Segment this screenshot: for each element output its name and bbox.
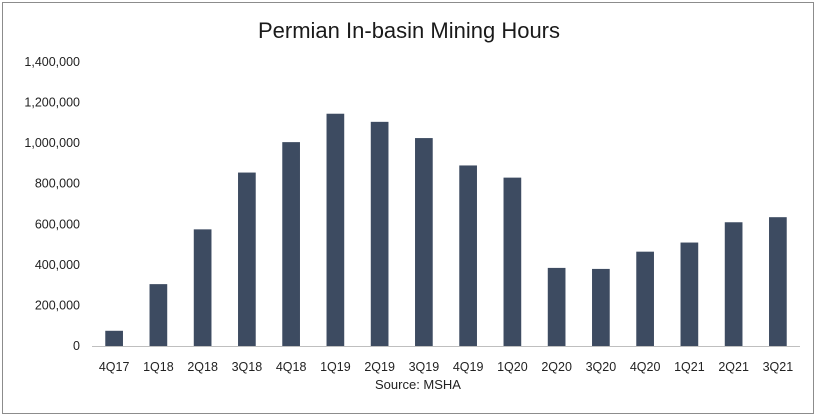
bar-3Q19 bbox=[415, 138, 433, 346]
x-tick-label: 3Q20 bbox=[586, 360, 617, 374]
y-tick-label: 0 bbox=[73, 339, 80, 353]
x-tick-label: 4Q18 bbox=[276, 360, 307, 374]
x-tick-label: 2Q18 bbox=[187, 360, 218, 374]
bar-3Q20 bbox=[592, 268, 610, 346]
x-tick-label: 2Q21 bbox=[718, 360, 749, 374]
bar-4Q19 bbox=[459, 165, 477, 346]
x-tick-label: 4Q17 bbox=[99, 360, 130, 374]
bar-series bbox=[105, 113, 787, 346]
x-tick-label: 1Q18 bbox=[143, 360, 174, 374]
x-tick-label: 3Q19 bbox=[409, 360, 440, 374]
x-tick-label: 4Q19 bbox=[453, 360, 484, 374]
bar-2Q19 bbox=[370, 121, 389, 346]
bar-1Q19 bbox=[326, 113, 345, 346]
bar-2Q20 bbox=[547, 267, 566, 346]
bar-1Q21 bbox=[680, 242, 699, 346]
chart-title: Permian In-basin Mining Hours bbox=[258, 18, 560, 43]
x-tick-label: 3Q18 bbox=[232, 360, 263, 374]
y-tick-label: 1,200,000 bbox=[24, 96, 80, 110]
x-axis: 4Q17 1Q18 2Q18 3Q18 4Q18 1Q19 2Q19 3Q19 4Q19 1Q20… bbox=[99, 360, 793, 374]
x-tick-label: 4Q20 bbox=[630, 360, 661, 374]
y-tick-label: 800,000 bbox=[35, 177, 80, 191]
x-tick-label: 1Q21 bbox=[674, 360, 705, 374]
x-tick-label: 1Q20 bbox=[497, 360, 528, 374]
y-axis: 0 200,000 400,000 600,000 800,000 1,000,000 1,… bbox=[24, 55, 80, 353]
bar-2Q18 bbox=[193, 229, 212, 346]
bar-4Q17 bbox=[105, 330, 123, 346]
bar-3Q21 bbox=[769, 217, 787, 346]
bar-4Q18 bbox=[282, 142, 300, 346]
bar-1Q18 bbox=[149, 284, 168, 346]
y-tick-label: 1,400,000 bbox=[24, 55, 80, 69]
source-label: Source: MSHA bbox=[375, 377, 461, 392]
bar-1Q20 bbox=[503, 177, 522, 346]
chart-frame bbox=[2, 2, 814, 414]
bar-4Q20 bbox=[636, 251, 654, 346]
bar-2Q21 bbox=[724, 222, 743, 346]
y-tick-label: 1,000,000 bbox=[24, 136, 80, 150]
x-tick-label: 1Q19 bbox=[320, 360, 351, 374]
y-tick-label: 400,000 bbox=[35, 258, 80, 272]
y-tick-label: 200,000 bbox=[35, 298, 80, 312]
x-tick-label: 3Q21 bbox=[763, 360, 794, 374]
bar-3Q18 bbox=[238, 172, 256, 346]
y-tick-label: 600,000 bbox=[35, 217, 80, 231]
x-tick-label: 2Q20 bbox=[541, 360, 572, 374]
x-tick-label: 2Q19 bbox=[364, 360, 395, 374]
